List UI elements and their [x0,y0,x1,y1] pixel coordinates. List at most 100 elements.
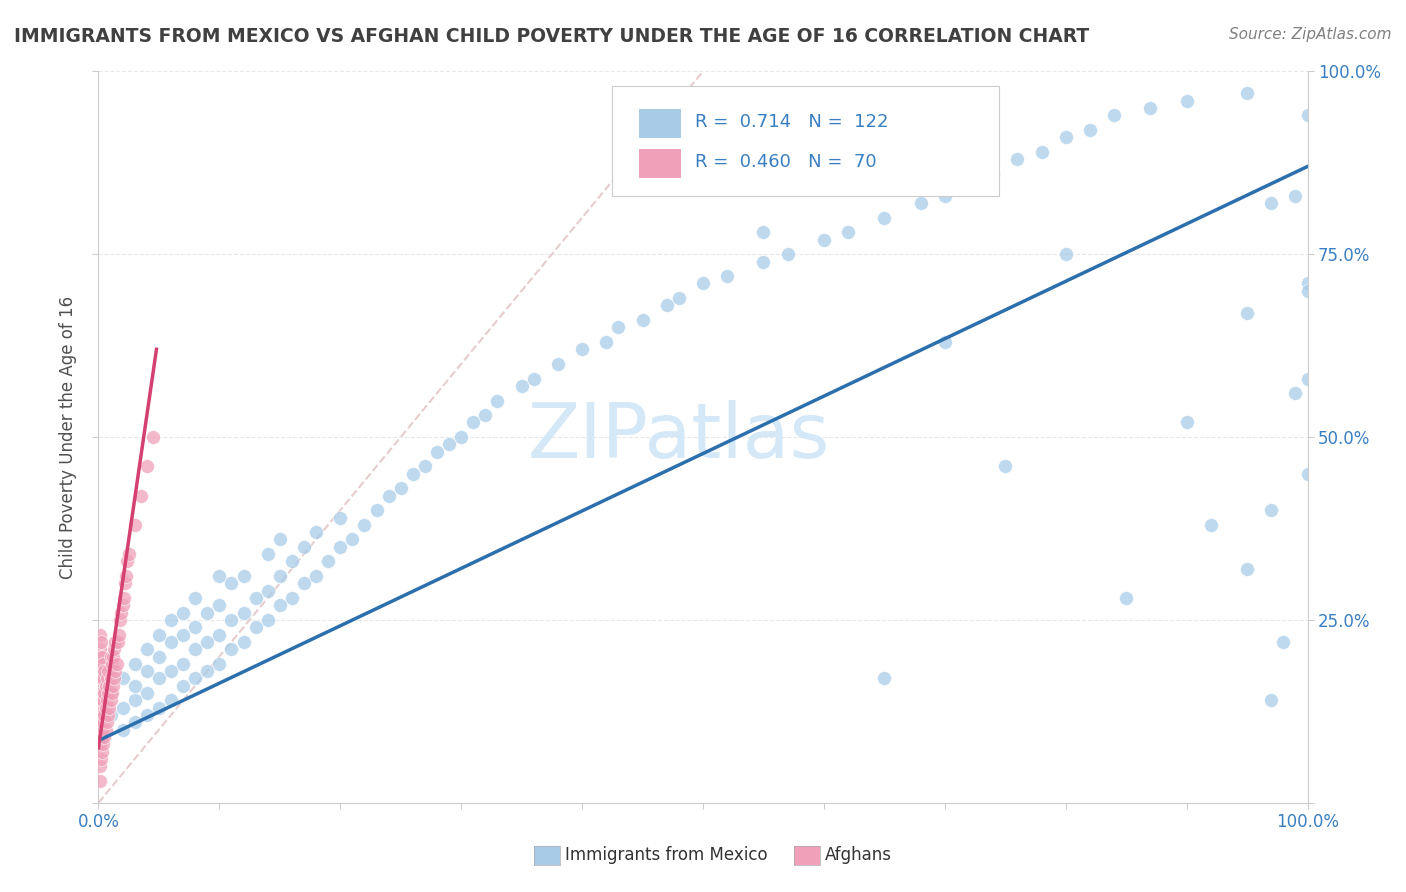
Point [91,672,114,686]
Point [292,540,315,554]
Point [135,708,157,723]
Point [90,679,112,693]
Point [1175,416,1198,430]
Point [93,708,115,723]
Point [110,606,132,620]
Point [426,444,449,458]
Point [91,657,114,671]
Point [195,635,218,649]
Point [101,679,124,693]
Point [160,613,183,627]
Point [135,459,157,474]
Point [97,686,120,700]
Point [402,467,425,481]
Point [195,606,218,620]
Point [474,408,496,422]
Point [111,723,134,737]
Point [1139,101,1161,115]
Point [184,642,207,657]
Point [269,569,291,583]
Point [692,277,714,291]
Point [342,533,364,547]
Point [245,620,267,634]
Point [1054,247,1077,261]
Point [607,320,630,334]
Point [994,459,1017,474]
Point [90,715,112,730]
Point [91,686,114,700]
Point [135,642,157,657]
Point [752,225,775,239]
Point [221,642,243,657]
Point [98,700,121,714]
Point [208,627,231,641]
Point [377,489,399,503]
Point [292,576,315,591]
Point [142,430,165,444]
Point [281,591,304,605]
Point [89,657,111,671]
Point [100,708,122,723]
Point [413,459,436,474]
Point [1031,145,1053,159]
Point [172,657,194,671]
Point [91,723,114,737]
Text: ZIPatlas: ZIPatlas [527,401,830,474]
Point [269,599,291,613]
Point [353,517,375,532]
Point [118,547,141,561]
Point [124,657,146,671]
Point [104,664,127,678]
Point [90,730,112,744]
Point [90,649,112,664]
Point [111,599,134,613]
Point [89,773,111,788]
Point [115,569,138,583]
Point [1260,196,1282,211]
Point [486,393,509,408]
Point [1175,94,1198,108]
Point [91,693,114,707]
Point [463,416,485,430]
Point [101,649,124,664]
Point [91,649,114,664]
Point [1054,130,1077,145]
Point [91,708,114,723]
Point [1296,277,1319,291]
Point [91,745,114,759]
Point [329,510,352,524]
Point [208,657,231,671]
Point [93,730,115,744]
Point [124,517,146,532]
Point [232,569,254,583]
Point [89,686,111,700]
Point [1272,635,1295,649]
Point [910,196,932,211]
Point [437,437,460,451]
Point [135,664,157,678]
Point [256,613,278,627]
Point [148,649,170,664]
Point [305,525,328,540]
Point [195,664,218,678]
Point [148,700,170,714]
Point [172,606,194,620]
Point [91,715,114,730]
Point [103,642,125,657]
Point [1078,123,1101,137]
Point [813,233,835,247]
Point [100,686,122,700]
Point [837,225,859,239]
Point [107,635,129,649]
Point [1115,591,1137,605]
Point [160,664,183,678]
Point [91,672,114,686]
Point [89,759,111,773]
Point [90,664,112,678]
Point [571,343,593,357]
Point [111,672,134,686]
Point [89,627,111,641]
Point [172,627,194,641]
Point [957,174,980,188]
Point [160,635,183,649]
